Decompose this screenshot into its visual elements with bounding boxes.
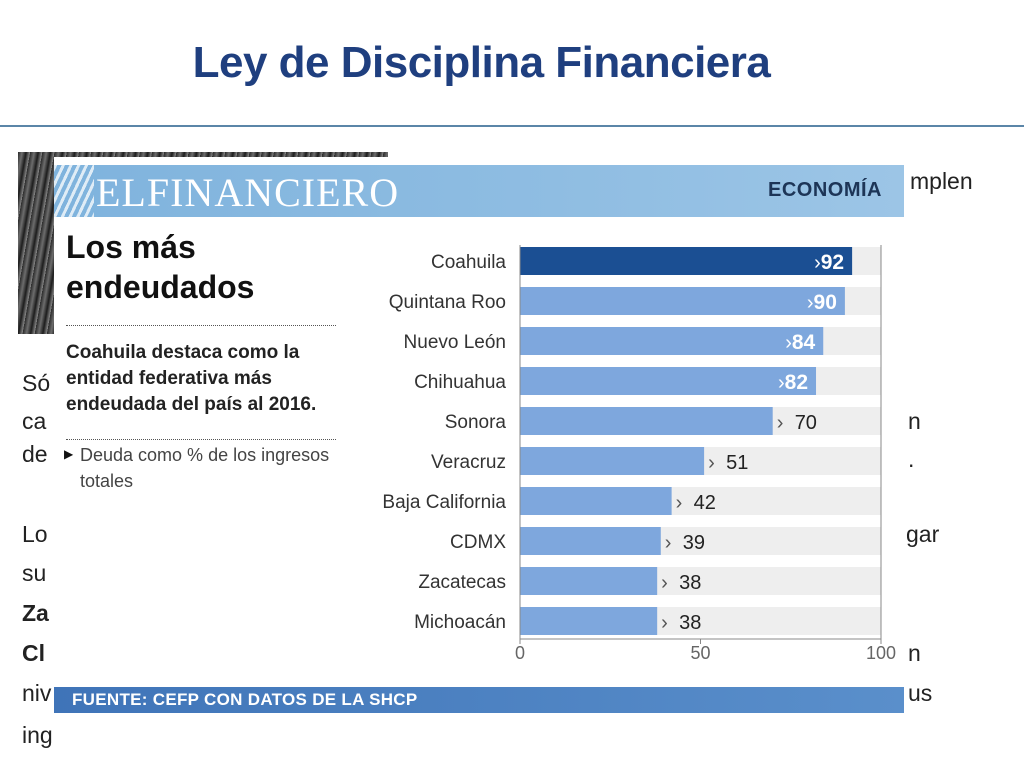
slide-title: Ley de Disciplina Financiera — [192, 38, 771, 87]
background-text: . — [908, 446, 915, 472]
background-text: us — [908, 680, 933, 706]
category-label: Quintana Roo — [389, 292, 506, 313]
background-text: n — [908, 408, 921, 434]
source-footer: FUENTE: CEFP CON DATOS DE LA SHCP — [54, 687, 904, 713]
x-tick-label: 0 — [515, 643, 525, 663]
source-text: FUENTE: CEFP CON DATOS DE LA SHCP — [72, 690, 418, 709]
data-label: 39 — [683, 532, 705, 554]
title-divider — [0, 125, 1024, 127]
divider — [66, 325, 336, 326]
category-label: Veracruz — [431, 452, 506, 473]
category-label: Nuevo León — [404, 332, 506, 353]
category-label: Sonora — [445, 412, 507, 433]
background-text: ing — [22, 722, 53, 748]
data-label: 38 — [679, 612, 701, 634]
logo-stripes — [54, 165, 94, 217]
data-label: 90 — [814, 291, 837, 314]
chevron-icon: › — [661, 612, 668, 634]
article-description: Coahuila destaca como la entidad federat… — [66, 342, 317, 415]
background-text: de — [22, 441, 48, 467]
background-text: Só — [22, 370, 51, 396]
headline-line: Los más — [66, 229, 196, 265]
newspaper-clipping: ELFINANCIERO ECONOMÍA Los más endeudados… — [54, 157, 904, 719]
data-label: 82 — [785, 371, 808, 394]
newspaper-logo: ELFINANCIERO — [96, 170, 400, 215]
background-text: gar — [906, 521, 940, 547]
background-text: Cl — [22, 640, 45, 666]
background-text: su — [22, 560, 47, 586]
x-tick-label: 50 — [690, 643, 710, 663]
category-label: Baja California — [382, 492, 506, 513]
background-text: ca — [22, 408, 47, 434]
background-text: Za — [22, 600, 49, 626]
chevron-icon: › — [708, 452, 715, 474]
bar — [520, 407, 773, 435]
chevron-icon: › — [785, 332, 792, 354]
chevron-icon: › — [665, 532, 672, 554]
chevron-icon: › — [676, 492, 683, 514]
bar — [520, 527, 661, 555]
bar — [520, 327, 824, 355]
data-label: 38 — [679, 572, 701, 594]
chevron-icon: › — [814, 252, 821, 274]
chevron-icon: › — [778, 372, 785, 394]
background-text: niv — [22, 680, 52, 706]
article-headline: Los más endeudados — [66, 227, 346, 307]
triangle-marker-icon: ▶ — [64, 447, 74, 461]
masthead: ELFINANCIERO ECONOMÍA — [54, 165, 904, 217]
background-text: mplen — [910, 168, 973, 194]
category-label: CDMX — [450, 532, 506, 553]
category-label: Michoacán — [414, 612, 506, 633]
data-label: 92 — [821, 251, 844, 274]
headline-line: endeudados — [66, 269, 255, 305]
data-label: 70 — [795, 412, 817, 434]
bar — [520, 607, 658, 635]
bar — [520, 447, 705, 475]
bar — [520, 487, 672, 515]
chevron-icon: › — [777, 412, 784, 434]
bar-chart: Coahuila 92›Quintana Roo 90›Nuevo León 84›C… — [382, 245, 896, 663]
data-label: 51 — [726, 452, 748, 474]
bar — [520, 247, 853, 275]
category-label: Chihuahua — [414, 372, 506, 393]
x-tick-label: 100 — [866, 643, 896, 663]
category-label: Zacatecas — [418, 572, 506, 593]
bar — [520, 367, 817, 395]
background-text: n — [908, 640, 921, 666]
bar — [520, 567, 658, 595]
divider — [66, 439, 336, 440]
chart-note: Deuda como % de los ingresos totales — [80, 445, 330, 491]
data-label: 42 — [694, 492, 716, 514]
background-text: Lo — [22, 521, 48, 547]
section-label: ECONOMÍA — [768, 179, 882, 201]
data-label: 84 — [792, 331, 816, 354]
chevron-icon: › — [661, 572, 668, 594]
chevron-icon: › — [807, 292, 814, 314]
bar — [520, 287, 845, 315]
category-label: Coahuila — [431, 252, 506, 273]
